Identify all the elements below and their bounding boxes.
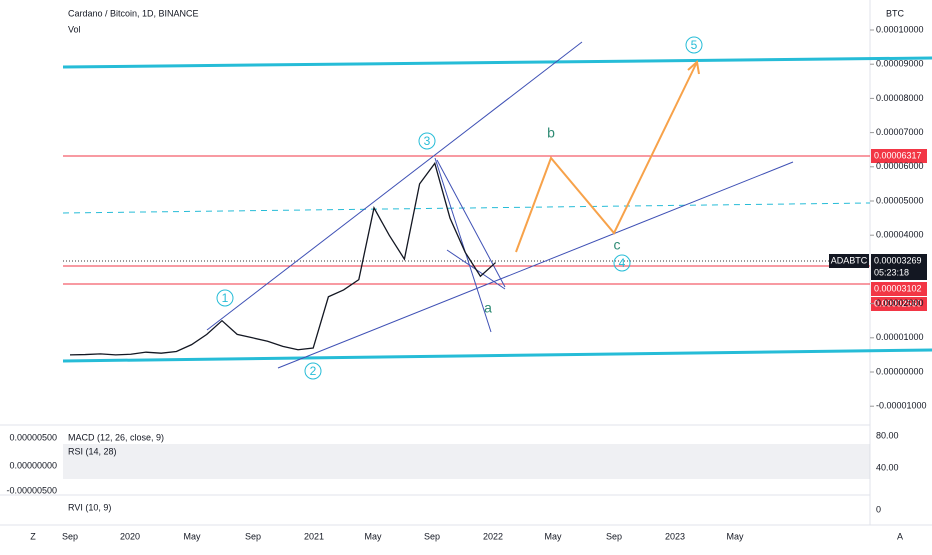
y-tick-label: 0.00008000 bbox=[876, 93, 924, 103]
y-tick-label: 0.00004000 bbox=[876, 230, 924, 240]
rsi-tick: 40.00 bbox=[876, 462, 899, 472]
rsi-tick: 80.00 bbox=[876, 430, 899, 440]
rsi-label: RSI (14, 28) bbox=[68, 446, 117, 456]
last-price: 0.00003269 bbox=[874, 255, 922, 265]
dashed-mid bbox=[62, 202, 871, 214]
wave-circle bbox=[216, 289, 234, 307]
x-tick-label: May bbox=[544, 531, 562, 541]
rsi-band bbox=[63, 444, 870, 479]
macd-tick: 0.00000500 bbox=[9, 432, 57, 442]
wave-circle bbox=[304, 362, 322, 380]
x-tick-label: Sep bbox=[62, 531, 78, 541]
x-tick-label: 2021 bbox=[304, 531, 324, 541]
rvi-tick: 0 bbox=[876, 504, 881, 514]
macd-label: MACD (12, 26, close, 9) bbox=[68, 432, 164, 442]
last-price-tag bbox=[871, 254, 927, 280]
y-tick-label: 0.00006000 bbox=[876, 161, 924, 171]
wave-circle bbox=[613, 254, 631, 272]
x-tick-label: Sep bbox=[245, 531, 261, 541]
wave-circle bbox=[418, 132, 436, 150]
level-tag bbox=[871, 282, 927, 296]
x-tick-label: 2022 bbox=[483, 531, 503, 541]
y-tick-label: 0.00002000 bbox=[876, 298, 924, 308]
y-tick-label: 0.00005000 bbox=[876, 195, 924, 205]
y-tick-label: 0.00001000 bbox=[876, 332, 924, 342]
level-tag-text: 0.00002560 bbox=[874, 298, 922, 308]
macd-tick: -0.00000500 bbox=[6, 485, 57, 495]
trend-line bbox=[436, 159, 506, 288]
channel-bottom bbox=[62, 348, 932, 363]
x-tick-label: Sep bbox=[424, 531, 440, 541]
wave-label: 2 bbox=[310, 364, 317, 378]
projection-arrow bbox=[687, 60, 700, 75]
countdown: 05:23:18 bbox=[874, 267, 909, 277]
x-tick-label: May bbox=[364, 531, 382, 541]
y-tick-label: 0.00010000 bbox=[876, 24, 924, 34]
symbol-tag-text: ADABTC bbox=[831, 255, 868, 265]
wave-circle bbox=[685, 36, 703, 54]
correction-label: b bbox=[547, 125, 555, 141]
correction-label: a bbox=[484, 300, 492, 316]
macd-tick: 0.00000000 bbox=[9, 460, 57, 470]
x-tick-label: Sep bbox=[606, 531, 622, 541]
corner-button[interactable]: Z bbox=[30, 531, 36, 541]
volume-label: Vol bbox=[68, 24, 81, 34]
projection bbox=[515, 61, 698, 253]
corner-button[interactable]: A bbox=[897, 531, 903, 541]
x-tick-label: May bbox=[726, 531, 744, 541]
y-tick-label: -0.00001000 bbox=[876, 401, 927, 411]
wave-label: 1 bbox=[222, 291, 229, 305]
level-tag bbox=[871, 149, 927, 163]
price-line bbox=[69, 161, 497, 356]
symbol-tag bbox=[829, 254, 869, 268]
symbol-title: Cardano / Bitcoin, 1D, BINANCE bbox=[68, 8, 199, 18]
trend-line bbox=[277, 161, 794, 369]
currency: BTC bbox=[886, 8, 905, 18]
rvi-label: RVI (10, 9) bbox=[68, 502, 111, 512]
y-tick-label: 0.00009000 bbox=[876, 59, 924, 69]
x-tick-label: 2020 bbox=[120, 531, 140, 541]
trend-line bbox=[206, 41, 583, 331]
level-tag bbox=[871, 297, 927, 311]
wave-label: 4 bbox=[619, 256, 626, 270]
y-tick-label: 0.00007000 bbox=[876, 127, 924, 137]
channel-top bbox=[62, 56, 932, 69]
trend-line bbox=[434, 157, 492, 333]
correction-label: c bbox=[614, 237, 621, 253]
y-tick-label: 0.00000000 bbox=[876, 366, 924, 376]
wave-label: 3 bbox=[424, 134, 431, 148]
wave-label: 5 bbox=[691, 38, 698, 52]
x-tick-label: May bbox=[183, 531, 201, 541]
x-tick-label: 2023 bbox=[665, 531, 685, 541]
level-tag-text: 0.00006317 bbox=[874, 150, 922, 160]
level-tag-text: 0.00003102 bbox=[874, 283, 922, 293]
